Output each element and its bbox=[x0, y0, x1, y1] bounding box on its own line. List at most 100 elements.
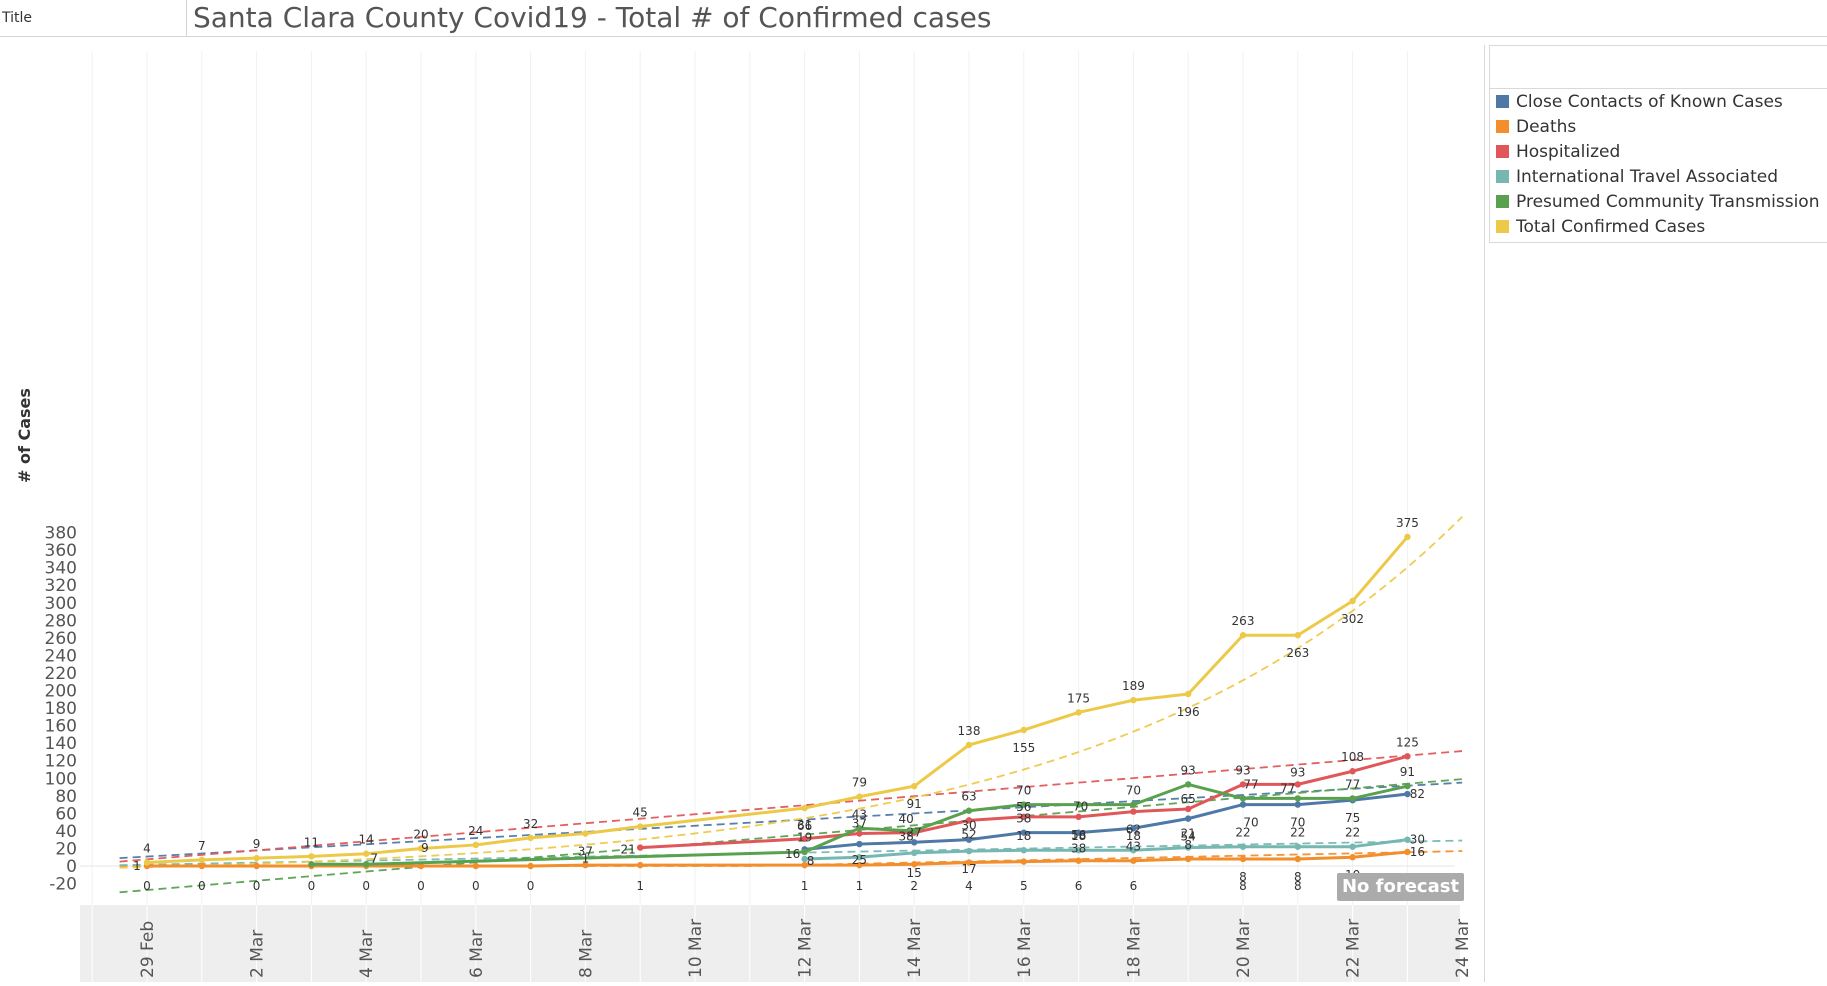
data-point bbox=[856, 825, 863, 832]
y-tick-label: 340 bbox=[45, 559, 77, 579]
data-label: 77 bbox=[1243, 777, 1258, 791]
data-label: 70 bbox=[1016, 784, 1031, 798]
title-caption: Title bbox=[2, 10, 33, 26]
data-label: 263 bbox=[1232, 614, 1255, 628]
data-point bbox=[472, 841, 479, 849]
legend-swatch bbox=[1496, 220, 1509, 233]
data-label: 8 bbox=[1239, 879, 1247, 893]
data-label: 4 bbox=[965, 879, 973, 893]
y-tick-label: 260 bbox=[45, 629, 77, 649]
data-label: 70 bbox=[1243, 816, 1258, 830]
data-point bbox=[527, 834, 534, 842]
y-tick-label: 220 bbox=[45, 664, 77, 684]
data-point bbox=[801, 804, 808, 812]
legend-header bbox=[1490, 46, 1827, 89]
data-label: 4 bbox=[143, 841, 151, 855]
data-point bbox=[1239, 781, 1247, 788]
legend-swatch bbox=[1496, 145, 1509, 158]
data-label: 8 bbox=[1184, 838, 1192, 852]
data-label: 138 bbox=[958, 724, 981, 738]
line-chart[interactable]: -200204060801001201401601802002202402602… bbox=[0, 41, 1484, 985]
y-tick-label: 20 bbox=[55, 839, 77, 859]
data-point bbox=[1075, 857, 1082, 864]
legend-item[interactable]: International Travel Associated bbox=[1490, 164, 1827, 189]
data-point bbox=[1185, 690, 1192, 698]
trend-line bbox=[119, 750, 1463, 863]
data-label: 31 bbox=[797, 818, 812, 832]
y-axis-title: # of Cases bbox=[15, 388, 34, 483]
data-point bbox=[1185, 844, 1192, 851]
data-point bbox=[143, 859, 151, 866]
data-point bbox=[1075, 709, 1082, 716]
legend[interactable]: Close Contacts of Known Cases Deaths Hospi… bbox=[1489, 45, 1827, 243]
data-point bbox=[965, 847, 973, 855]
legend-item[interactable]: Close Contacts of Known Cases bbox=[1490, 89, 1827, 114]
y-tick-label: -20 bbox=[49, 875, 77, 895]
legend-swatch bbox=[1496, 95, 1509, 108]
data-point bbox=[1075, 847, 1082, 854]
legend-swatch bbox=[1496, 170, 1509, 183]
data-label: 1 bbox=[133, 859, 141, 873]
data-point bbox=[1020, 847, 1027, 854]
data-label: 40 bbox=[899, 812, 914, 826]
data-point bbox=[527, 862, 534, 870]
x-tick-label: 4 Mar bbox=[357, 930, 377, 978]
y-tick-label: 200 bbox=[45, 682, 77, 702]
data-label: 91 bbox=[1400, 765, 1415, 779]
data-point bbox=[1349, 597, 1356, 605]
data-label: 8 bbox=[1294, 879, 1302, 893]
legend-label: Total Confirmed Cases bbox=[1516, 216, 1706, 237]
data-point bbox=[1130, 857, 1137, 864]
data-point bbox=[198, 856, 205, 864]
data-point bbox=[1185, 815, 1192, 822]
data-point bbox=[1130, 847, 1137, 854]
data-label: 175 bbox=[1067, 691, 1090, 705]
data-label: 9 bbox=[421, 841, 429, 855]
data-label: 30 bbox=[1410, 833, 1425, 847]
page-title: Santa Clara County Covid19 - Total # of … bbox=[193, 1, 992, 34]
data-point bbox=[637, 844, 644, 851]
data-point bbox=[1020, 801, 1027, 808]
legend-item[interactable]: Deaths bbox=[1490, 114, 1827, 139]
legend-item[interactable]: Hospitalized bbox=[1490, 139, 1827, 164]
data-label: 32 bbox=[523, 817, 538, 831]
data-point bbox=[1294, 801, 1302, 808]
data-label: 22 bbox=[1235, 826, 1250, 840]
data-point bbox=[1404, 848, 1411, 856]
data-point bbox=[1294, 632, 1302, 639]
data-label: 70 bbox=[1126, 784, 1141, 798]
chart-area[interactable]: -20 0 20 40 60 80 100 120 140 160 180 200 220 240 260 2… bbox=[0, 41, 1484, 985]
data-point bbox=[1130, 808, 1137, 815]
data-point bbox=[1020, 829, 1027, 836]
data-label: 16 bbox=[785, 847, 800, 861]
data-label: 82 bbox=[1410, 787, 1425, 801]
series-line bbox=[147, 850, 1408, 868]
x-axis-band bbox=[80, 905, 1460, 985]
data-label: 22 bbox=[1345, 826, 1360, 840]
data-point bbox=[1075, 829, 1082, 836]
data-label: 65 bbox=[1181, 792, 1196, 806]
data-point bbox=[1239, 795, 1247, 802]
y-tick-label: 0 bbox=[66, 857, 77, 877]
data-point bbox=[363, 861, 370, 868]
data-point bbox=[1239, 855, 1247, 863]
data-label: 27 bbox=[907, 825, 922, 839]
data-label: 18 bbox=[1126, 829, 1141, 843]
data-point bbox=[582, 830, 589, 837]
legend-item[interactable]: Presumed Community Transmission bbox=[1490, 189, 1827, 214]
data-point bbox=[911, 827, 918, 835]
y-tick-label: 120 bbox=[45, 752, 77, 772]
no-forecast-badge[interactable]: No forecast bbox=[1337, 873, 1464, 901]
legend-label: Presumed Community Transmission bbox=[1516, 191, 1820, 212]
data-label: 38 bbox=[1071, 842, 1086, 856]
trend-line bbox=[119, 516, 1463, 869]
data-label: 22 bbox=[1290, 826, 1305, 840]
data-point bbox=[198, 862, 205, 870]
data-point bbox=[1349, 843, 1356, 850]
legend-item[interactable]: Total Confirmed Cases bbox=[1490, 214, 1827, 239]
data-label: 24 bbox=[468, 824, 483, 838]
data-point bbox=[801, 855, 808, 863]
data-label: 375 bbox=[1396, 516, 1419, 530]
data-label: 63 bbox=[961, 790, 976, 804]
x-tick-label: 2 Mar bbox=[248, 930, 268, 978]
